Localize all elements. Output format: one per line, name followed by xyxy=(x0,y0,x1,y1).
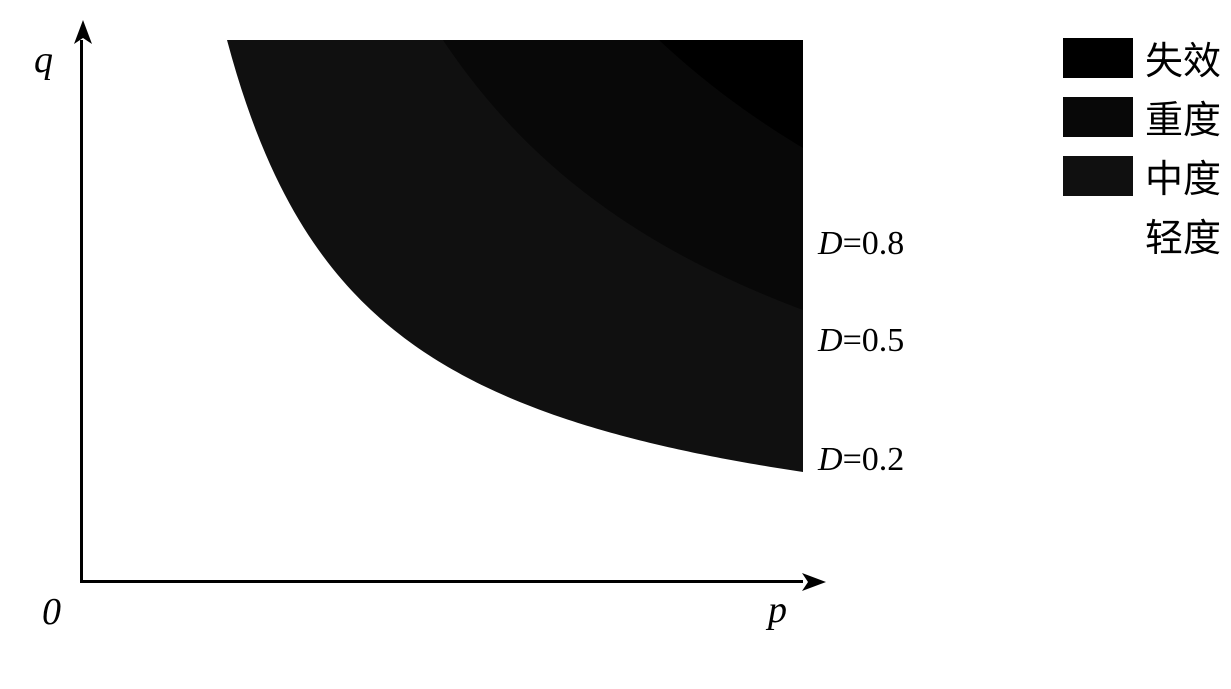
x-axis-label: p xyxy=(768,588,787,632)
curve-label-value: =0.2 xyxy=(843,441,905,478)
y-axis-label: q xyxy=(34,38,53,82)
y-axis-arrow xyxy=(74,20,92,50)
origin-label: 0 xyxy=(42,590,61,634)
plot-area xyxy=(80,40,803,583)
legend: 失效重度中度轻度 xyxy=(1063,30,1221,266)
curve-label-value: =0.5 xyxy=(843,322,905,359)
legend-item: 重度 xyxy=(1063,89,1221,144)
legend-label: 轻度 xyxy=(1145,207,1221,262)
legend-swatch xyxy=(1063,97,1133,137)
curve-label-value: =0.8 xyxy=(843,225,905,262)
legend-item: 失效 xyxy=(1063,30,1221,85)
legend-swatch xyxy=(1063,215,1133,255)
regions-svg xyxy=(83,40,803,580)
legend-item: 轻度 xyxy=(1063,207,1221,262)
legend-label: 中度 xyxy=(1145,148,1221,203)
figure-container: q p 0 D=0.8D=0.5D=0.2 失效重度中度轻度 xyxy=(20,20,1231,669)
curve-label-d-0.5: D=0.5 xyxy=(818,322,904,360)
curve-label-d-0.8: D=0.8 xyxy=(818,225,904,263)
curve-label-d-symbol: D xyxy=(818,225,843,262)
legend-swatch xyxy=(1063,156,1133,196)
curve-label-d-symbol: D xyxy=(818,441,843,478)
curve-label-d-symbol: D xyxy=(818,322,843,359)
legend-label: 失效 xyxy=(1145,30,1221,85)
legend-item: 中度 xyxy=(1063,148,1221,203)
legend-swatch xyxy=(1063,38,1133,78)
curve-label-d-0.2: D=0.2 xyxy=(818,441,904,479)
x-axis-arrow xyxy=(796,573,826,591)
legend-label: 重度 xyxy=(1145,89,1221,144)
